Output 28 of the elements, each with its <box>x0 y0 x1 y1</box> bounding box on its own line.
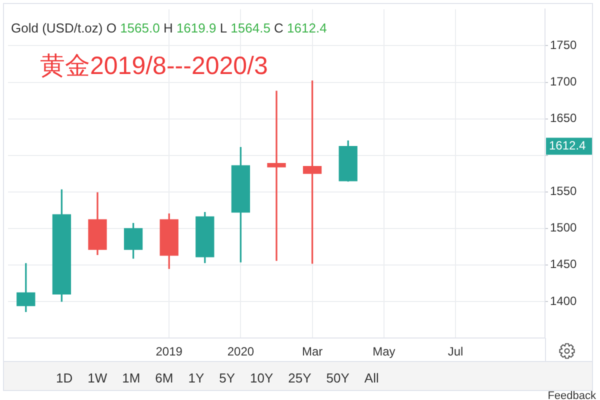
text: 50Y <box>326 370 350 386</box>
text: 5Y <box>219 370 236 386</box>
text: Feedback <box>548 390 596 400</box>
x-tick-label: Jul <box>448 344 464 359</box>
text: Gold (USD/t.oz) <box>11 20 103 36</box>
text: 1M <box>122 370 140 386</box>
text: 1Y <box>188 370 204 386</box>
text: 6M <box>155 370 174 386</box>
x-tick-label: May <box>372 344 396 359</box>
text: All <box>364 370 379 386</box>
text: 1D <box>56 370 73 386</box>
text: 1612.4 <box>549 138 586 153</box>
y-tick-label: 1550 <box>550 184 578 198</box>
text: 10Y <box>250 370 274 386</box>
x-tick-label: Mar <box>302 344 323 359</box>
annotation: O 1565.0 H 1619.9 L 1564.5 C 1612.4 <box>106 20 327 36</box>
y-tick-label: 1700 <box>550 74 578 89</box>
text: 25Y <box>288 370 312 386</box>
y-tick-label: 1450 <box>550 257 578 272</box>
candlestick <box>267 90 286 261</box>
y-tick-label: 1650 <box>550 111 578 126</box>
y-tick-label: 1750 <box>550 38 578 52</box>
x-tick-label: 2019 <box>156 344 183 359</box>
x-tick-label: 2020 <box>227 344 254 359</box>
y-tick-label: 1400 <box>550 294 578 308</box>
text: 1W <box>88 370 108 386</box>
text: 黄金2019/8---2020/3 <box>40 52 268 80</box>
y-tick-label: 1500 <box>550 220 578 235</box>
